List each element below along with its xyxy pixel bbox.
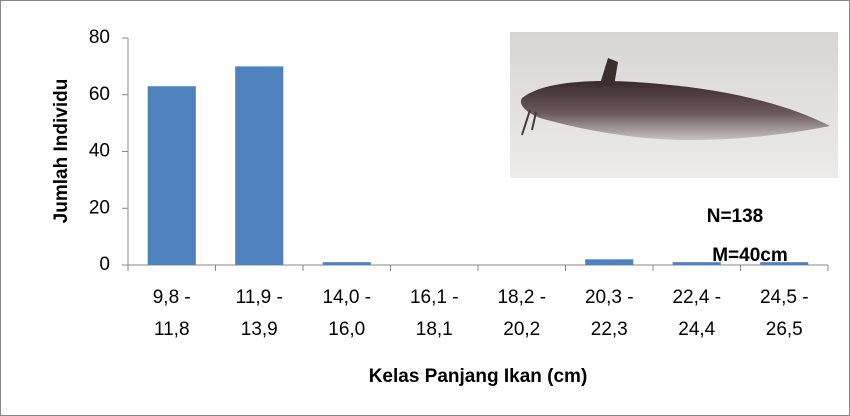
annotation: M=40cm [712,245,788,266]
y-axis-label: Jumlah Individu [51,79,72,224]
x-tick-label: 11,9 - 13,9 [235,287,283,340]
y-tick-label: 60 [89,84,110,105]
x-tick-label: 22,4 - 24,4 [672,287,722,340]
y-tick-label: 20 [89,197,110,218]
y-tick-label: 80 [89,27,110,48]
bar [147,86,196,265]
x-tick-label: 16,1 - 18,1 [409,287,459,340]
fish-photo [510,32,838,178]
x-tick-label: 20,3 - 22,3 [584,287,634,340]
annotation: N=138 [707,206,764,227]
x-tick-label: 14,0 - 16,0 [322,287,372,340]
bar [585,259,634,265]
y-tick-label: 0 [99,254,110,275]
x-tick-label: 24,5 - 26,5 [759,287,809,340]
y-tick-label: 40 [89,141,110,162]
x-tick-label: 9,8 - 11,8 [152,287,191,340]
bar [322,262,371,265]
x-axis-label: Kelas Panjang Ikan (cm) [369,366,588,387]
bar [235,66,284,265]
x-tick-label: 18,2 - 20,2 [497,287,547,340]
bar [760,262,809,265]
bar [672,262,721,265]
